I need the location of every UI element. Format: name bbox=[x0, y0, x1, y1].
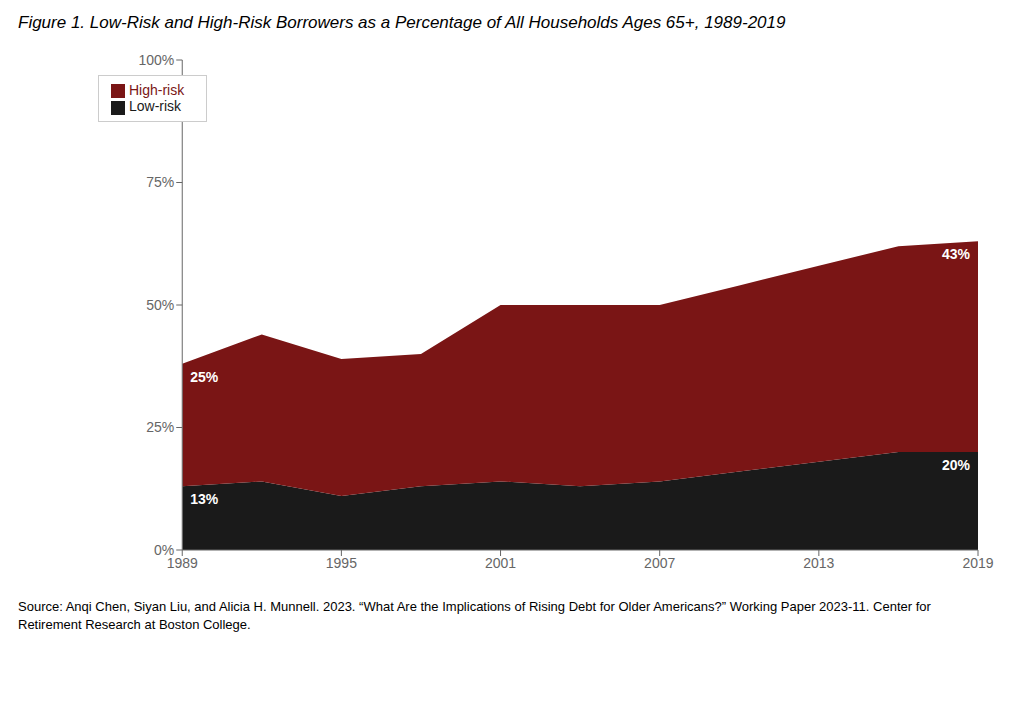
svg-text:13%: 13% bbox=[190, 491, 219, 507]
svg-text:0%: 0% bbox=[154, 542, 174, 558]
svg-text:1995: 1995 bbox=[326, 555, 357, 571]
svg-text:50%: 50% bbox=[146, 297, 174, 313]
svg-text:25%: 25% bbox=[146, 419, 174, 435]
svg-text:25%: 25% bbox=[190, 369, 219, 385]
html-text:High-risk: High-risk bbox=[129, 81, 185, 98]
svg-text:2013: 2013 bbox=[803, 555, 834, 571]
svg-text:2001: 2001 bbox=[485, 555, 516, 571]
svg-text:2007: 2007 bbox=[644, 555, 675, 571]
svg-text:100%: 100% bbox=[138, 52, 174, 68]
html-text:Source: Anqi Chen, Siyan Liu,: Source: Anqi Chen, Siyan Liu, and Alicia… bbox=[18, 598, 931, 633]
svg-text:20%: 20% bbox=[942, 457, 971, 473]
svg-text:2019: 2019 bbox=[962, 555, 993, 571]
svg-text:75%: 75% bbox=[146, 174, 174, 190]
html-text:Low-risk: Low-risk bbox=[129, 98, 182, 115]
svg-text:43%: 43% bbox=[942, 246, 971, 262]
html-text:Figure 1. Low-Risk and High-Ri: Figure 1. Low-Risk and High-Risk Borrowe… bbox=[18, 13, 786, 32]
svg-text:1989: 1989 bbox=[166, 554, 198, 571]
